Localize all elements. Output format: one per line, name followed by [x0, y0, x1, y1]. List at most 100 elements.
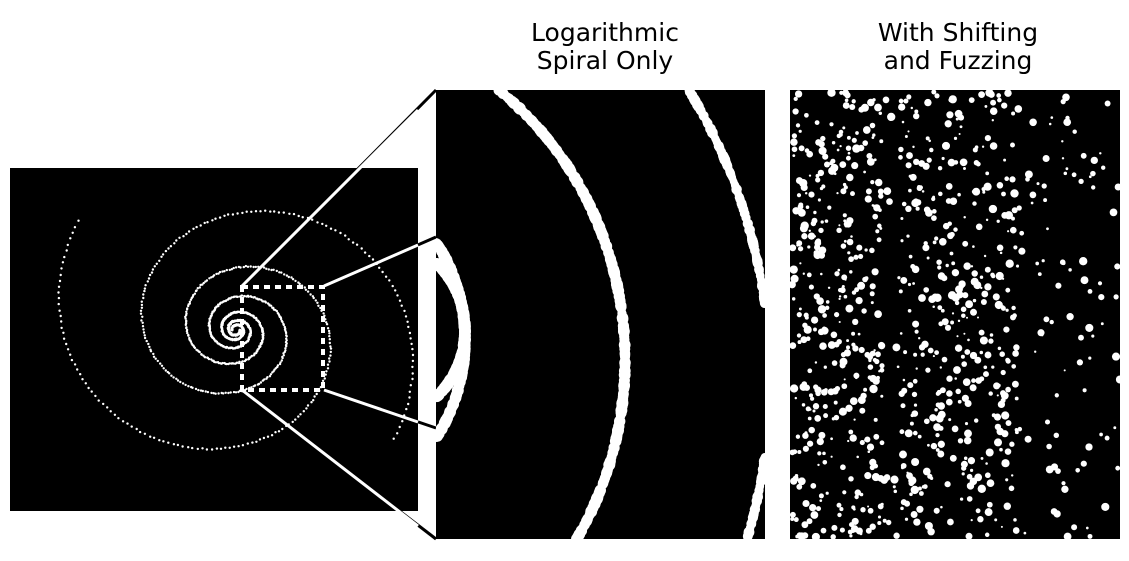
fuzzed-dot	[795, 123, 801, 128]
fuzzed-dot	[873, 463, 879, 469]
spiral-dot	[329, 350, 332, 354]
fuzzed-dot	[1037, 272, 1042, 276]
fuzzed-dot	[801, 532, 809, 539]
fuzzed-dot	[820, 527, 827, 534]
fuzzed-dot	[1050, 116, 1054, 119]
spiral-dot	[230, 268, 233, 271]
fuzzed-dot	[941, 156, 945, 161]
fuzzed-dot	[901, 120, 905, 124]
spiral-dot	[394, 289, 397, 292]
spiral-dot	[258, 438, 262, 441]
spiral-dot	[411, 377, 414, 381]
fuzzed-dot	[854, 489, 861, 496]
fuzzed-dot	[874, 435, 878, 439]
fuzzed-dot	[800, 336, 808, 344]
fuzzed-dot	[1025, 176, 1030, 182]
spiral-dot	[285, 345, 288, 348]
spiral-dot	[210, 358, 213, 361]
spiral-dot	[113, 413, 117, 416]
fuzzed-dot	[850, 235, 853, 238]
fuzzed-dot	[814, 361, 818, 364]
spiral-dot	[214, 392, 217, 395]
fuzzed-dot	[796, 532, 803, 538]
fuzzed-dot	[802, 272, 805, 275]
caption-line: With Shifting	[877, 18, 1039, 47]
fuzzed-dot	[1017, 426, 1023, 432]
spiral-dot	[329, 354, 332, 357]
fuzzed-dot	[951, 312, 955, 315]
spiral-dot	[265, 377, 268, 380]
fuzzed-dot	[870, 179, 875, 185]
fuzzed-dot	[918, 337, 921, 340]
fuzzed-dot	[860, 507, 866, 513]
fuzzed-dot	[924, 521, 933, 531]
fuzzed-dot	[803, 325, 812, 334]
spiral-dot	[142, 331, 146, 334]
spiral-dot	[329, 227, 333, 230]
spiral-dot	[155, 262, 158, 265]
spiral-dot	[190, 385, 193, 389]
fuzzed-dot	[798, 129, 802, 133]
spiral-dot	[210, 448, 214, 451]
fuzzed-dot	[848, 256, 854, 262]
fuzzed-dot	[992, 293, 1000, 301]
fuzzed-dot	[912, 145, 915, 149]
fuzzed-dot	[793, 96, 798, 102]
spiral-dot	[259, 343, 262, 346]
spiral-dot	[175, 239, 178, 242]
fuzzed-dot	[1043, 316, 1050, 323]
fuzzed-dot	[1104, 435, 1110, 441]
fuzzed-dot	[862, 126, 871, 134]
spiral-dot	[58, 279, 62, 283]
fuzzed-dot	[1012, 350, 1019, 357]
spiral-dot	[274, 431, 277, 434]
fuzzed-dot	[841, 284, 845, 289]
fuzzed-dot	[812, 403, 820, 410]
fuzzed-dot	[865, 188, 872, 195]
spiral-dot	[231, 213, 235, 216]
fuzzed-dot	[982, 190, 986, 194]
fuzzed-dot	[1024, 170, 1033, 179]
spiral-dot	[184, 383, 187, 387]
spiral-dot	[187, 446, 190, 449]
fuzzed-dot	[808, 174, 812, 177]
spiral-dot	[315, 392, 318, 396]
fuzzed-dot	[830, 437, 833, 441]
spiral-dot	[273, 210, 276, 213]
spiral-dot	[407, 325, 410, 329]
spiral-dot	[232, 266, 235, 270]
spiral-dot	[181, 382, 185, 385]
fuzzed-dot	[1098, 294, 1105, 301]
fuzzed-dot	[1014, 396, 1019, 401]
fuzzed-dot	[829, 161, 834, 166]
fuzzed-dot	[903, 500, 911, 507]
spiral-dot	[199, 224, 202, 227]
fuzzed-dot	[851, 331, 856, 336]
spiral-dot	[311, 218, 314, 221]
fuzzed-dot	[907, 308, 912, 313]
fuzzed-dot	[1029, 191, 1037, 199]
fuzzed-dot	[849, 103, 856, 111]
fuzzed-dot	[986, 501, 993, 508]
fuzzed-dot	[988, 391, 993, 396]
fuzzed-dot	[839, 507, 844, 512]
fuzzed-dot	[949, 251, 954, 256]
fuzzed-dot	[908, 254, 913, 259]
fuzzed-dot	[892, 343, 901, 352]
fuzzed-dot	[1080, 152, 1087, 159]
fuzzed-dot	[837, 268, 841, 272]
fuzzed-dot	[842, 490, 847, 495]
fuzzed-dot	[870, 301, 874, 305]
fuzzed-dot	[900, 462, 907, 469]
spiral-dot	[147, 342, 150, 346]
fuzzed-dot	[864, 436, 871, 443]
fuzzed-dot	[981, 290, 989, 298]
fuzzed-dot	[802, 499, 810, 508]
spiral-dot	[277, 430, 281, 433]
spiral-dot	[198, 286, 201, 289]
spiral-dot	[291, 420, 294, 424]
fuzzed-dot	[1011, 364, 1017, 369]
spiral-dot	[234, 266, 238, 269]
spiral-dot	[164, 249, 168, 253]
fuzzed-dot	[797, 340, 802, 345]
